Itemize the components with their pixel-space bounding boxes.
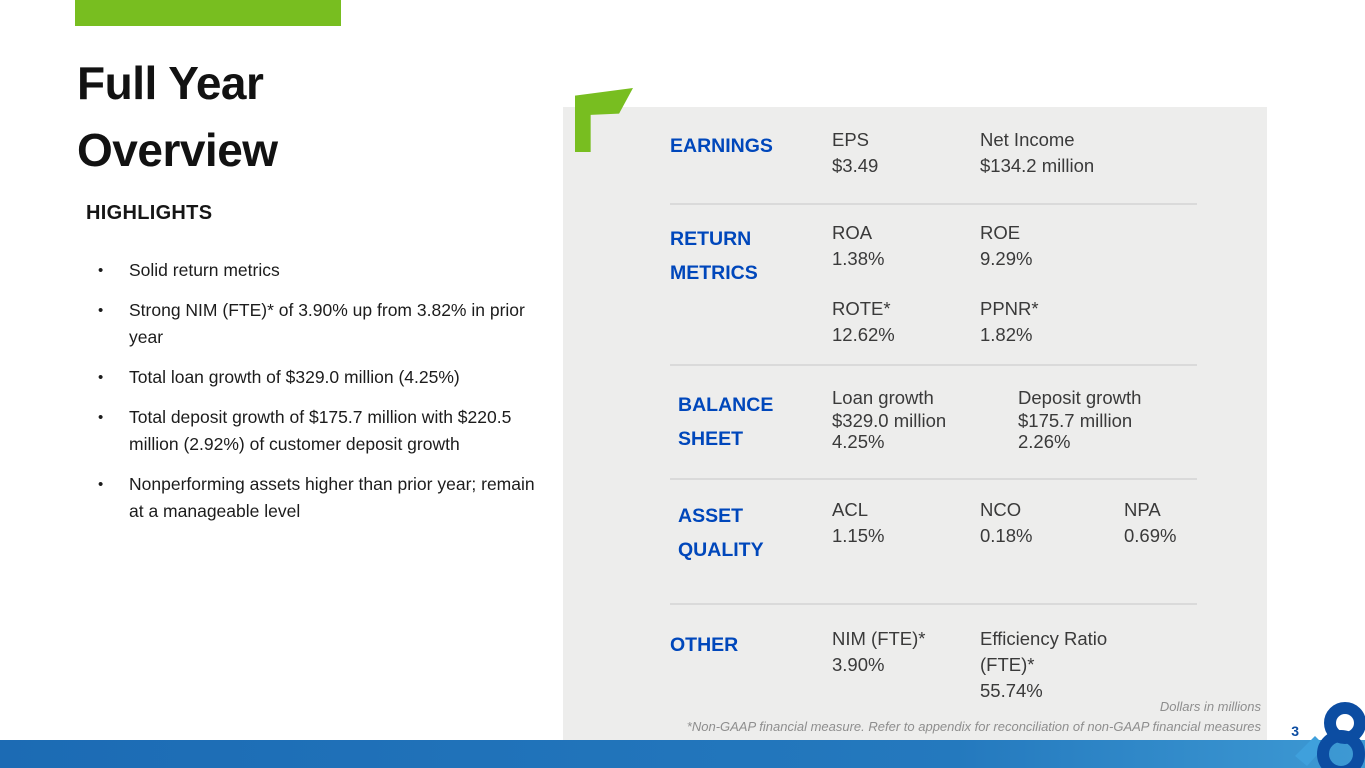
section-label: RETURN METRICS	[670, 228, 758, 284]
section-divider	[670, 478, 1197, 480]
metric-value: $3.49	[832, 155, 879, 176]
metric: Deposit growth $175.7 million 2.26%	[1018, 386, 1197, 456]
section-divider	[670, 203, 1197, 205]
metric-name: ACL	[832, 499, 868, 520]
section-label: ASSET QUALITY	[678, 505, 764, 561]
metric-name: PPNR*	[980, 298, 1039, 319]
metric-value: $329.0 million	[832, 410, 947, 431]
bullet-marker: •	[98, 369, 104, 386]
metric: Efficiency Ratio (FTE)* 55.74%	[980, 626, 1155, 704]
metric-value: $175.7 million	[1018, 410, 1133, 431]
bottom-accent-bar	[0, 740, 1365, 768]
section-other: OTHER NIM (FTE)* 3.90% Efficiency Ratio …	[670, 605, 1197, 704]
section-metrics: NIM (FTE)* 3.90% Efficiency Ratio (FTE)*…	[832, 626, 1197, 704]
panel-footnotes: Dollars in millions *Non-GAAP financial …	[687, 697, 1261, 737]
metric: ROTE* 12.62%	[832, 296, 980, 348]
page-number: 3	[1291, 723, 1299, 739]
section-metrics: EPS $3.49 Net Income $134.2 million	[832, 127, 1197, 179]
bullet-marker: •	[98, 262, 104, 279]
metric: NPA 0.69%	[1124, 497, 1197, 567]
metric: ROE 9.29%	[980, 220, 1197, 272]
metric-name: Deposit growth	[1018, 387, 1142, 408]
metric: ACL 1.15%	[832, 497, 980, 567]
metric-value: 0.18%	[980, 525, 1033, 546]
highlight-item: • Total deposit growth of $175.7 million…	[98, 404, 540, 458]
section-divider	[670, 364, 1197, 366]
company-logo	[1293, 698, 1365, 768]
section-divider	[670, 603, 1197, 605]
metric-value: 12.62%	[832, 324, 895, 345]
metric: NCO 0.18%	[980, 497, 1124, 567]
metric-name: ROA	[832, 222, 873, 243]
metric-value: 1.82%	[980, 324, 1033, 345]
metric: Net Income $134.2 million	[980, 127, 1197, 179]
bullet-marker: •	[98, 302, 104, 319]
metric-value: 9.29%	[980, 248, 1033, 269]
metric-name: NCO	[980, 499, 1022, 520]
metric-name: Efficiency Ratio (FTE)*	[980, 628, 1108, 675]
footnote-units: Dollars in millions	[1159, 699, 1261, 714]
metric-name: NIM (FTE)*	[832, 628, 926, 649]
section-return-metrics: RETURN METRICS ROA 1.38% ROE 9.29% ROTE*…	[670, 205, 1197, 364]
metric-name: ROTE*	[832, 298, 891, 319]
metric: PPNR* 1.82%	[980, 296, 1197, 348]
metric-value: 3.90%	[832, 654, 885, 675]
metrics-panel: EARNINGS EPS $3.49 Net Income $134.2 mil…	[563, 88, 1267, 740]
bullet-marker: •	[98, 409, 104, 426]
highlight-text: Nonperforming assets higher than prior y…	[129, 474, 535, 521]
metric-value: 1.38%	[832, 248, 885, 269]
metric-change: 2.26%	[1018, 431, 1071, 452]
highlight-item: • Solid return metrics	[98, 257, 540, 284]
metric: NIM (FTE)* 3.90%	[832, 626, 980, 704]
section-metrics: ROA 1.38% ROE 9.29% ROTE* 12.62% PPNR* 1…	[832, 220, 1197, 348]
metric-name: Loan growth	[832, 387, 934, 408]
slide-title-line1: Full Year	[77, 57, 264, 109]
top-accent-bar	[75, 0, 341, 26]
metric: Loan growth $329.0 million 4.25%	[832, 386, 1018, 456]
logo-icon	[1295, 702, 1365, 768]
metric-value: 0.69%	[1124, 525, 1177, 546]
highlights-list: • Solid return metrics • Strong NIM (FTE…	[98, 257, 540, 538]
section-label: EARNINGS	[670, 135, 773, 157]
section-label: OTHER	[670, 634, 739, 656]
metric-value: $134.2 million	[980, 155, 1095, 176]
metric-value: 1.15%	[832, 525, 885, 546]
metric-name: Net Income	[980, 129, 1075, 150]
highlight-item: • Nonperforming assets higher than prior…	[98, 471, 540, 525]
metrics-panel-content: EARNINGS EPS $3.49 Net Income $134.2 mil…	[563, 107, 1267, 704]
metric-change: 4.25%	[832, 431, 885, 452]
highlight-text: Strong NIM (FTE)* of 3.90% up from 3.82%…	[129, 300, 525, 347]
footnote-non-gaap: *Non-GAAP financial measure. Refer to ap…	[686, 719, 1261, 734]
highlight-item: • Total loan growth of $329.0 million (4…	[98, 364, 540, 391]
slide-title: Full Year Overview	[77, 50, 278, 184]
metric: ROA 1.38%	[832, 220, 980, 272]
section-asset-quality: ASSET QUALITY ACL 1.15% NCO 0.18% NPA 0.…	[670, 480, 1197, 603]
highlight-item: • Strong NIM (FTE)* of 3.90% up from 3.8…	[98, 297, 540, 351]
slide-title-line2: Overview	[77, 124, 278, 176]
section-balance-sheet: BALANCE SHEET Loan growth $329.0 million…	[670, 366, 1197, 478]
section-label: BALANCE SHEET	[678, 394, 774, 450]
section-earnings: EARNINGS EPS $3.49 Net Income $134.2 mil…	[670, 121, 1197, 203]
bullet-marker: •	[98, 476, 104, 493]
section-metrics: Loan growth $329.0 million 4.25% Deposit…	[832, 386, 1197, 456]
highlight-text: Total loan growth of $329.0 million (4.2…	[129, 367, 460, 387]
highlight-text: Total deposit growth of $175.7 million w…	[129, 407, 512, 454]
metric-name: NPA	[1124, 499, 1161, 520]
highlight-text: Solid return metrics	[129, 260, 280, 280]
metric-value: 55.74%	[980, 680, 1043, 701]
metric: EPS $3.49	[832, 127, 980, 179]
metric-name: EPS	[832, 129, 870, 150]
section-metrics: ACL 1.15% NCO 0.18% NPA 0.69%	[832, 497, 1197, 567]
highlights-heading: HIGHLIGHTS	[86, 202, 213, 224]
metric-name: ROE	[980, 222, 1021, 243]
